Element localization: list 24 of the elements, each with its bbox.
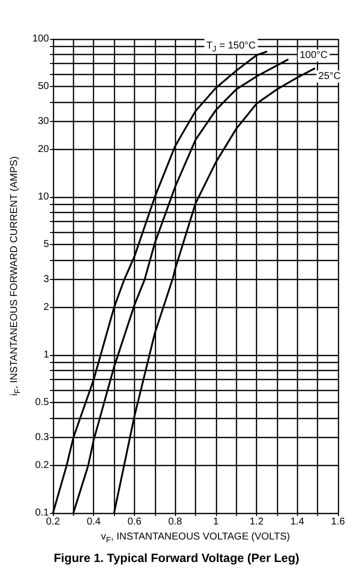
y-tick-label: 20 — [38, 144, 50, 155]
x-tick-label: 1.4 — [290, 516, 305, 528]
y-tick-label: 0.3 — [35, 432, 50, 444]
x-tick-label: 1.6 — [331, 516, 346, 528]
series-label: 100°C — [300, 50, 328, 62]
y-axis-title: iF, INSTANTANEOUS FORWARD CURRENT (AMPS) — [8, 156, 22, 396]
y-tick-label: 0.1 — [35, 508, 50, 518]
series-label: 25°C — [318, 71, 341, 82]
y-tick-label: 1 — [43, 350, 50, 360]
x-tick-label: 0.4 — [86, 516, 102, 528]
x-tick-label: 0.6 — [127, 516, 142, 528]
y-tick-label: 50 — [38, 81, 50, 92]
y-tick-label: 3 — [43, 274, 50, 286]
y-tick-label: 2 — [43, 302, 50, 313]
x-tick-label: 1 — [213, 516, 220, 528]
x-tick-label: 1.2 — [250, 516, 264, 528]
x-tick-label: 0.8 — [168, 516, 183, 528]
y-tick-label: 0.5 — [35, 397, 50, 408]
y-tick-label: 10 — [38, 192, 50, 202]
y-tick-label: 5 — [43, 239, 50, 250]
caption: Figure 1. Typical Forward Voltage (Per Leg) — [54, 551, 300, 565]
y-tick-label: 30 — [38, 116, 50, 128]
y-tick-label: 0.2 — [35, 460, 50, 471]
y-tick-label: 100 — [32, 34, 50, 44]
